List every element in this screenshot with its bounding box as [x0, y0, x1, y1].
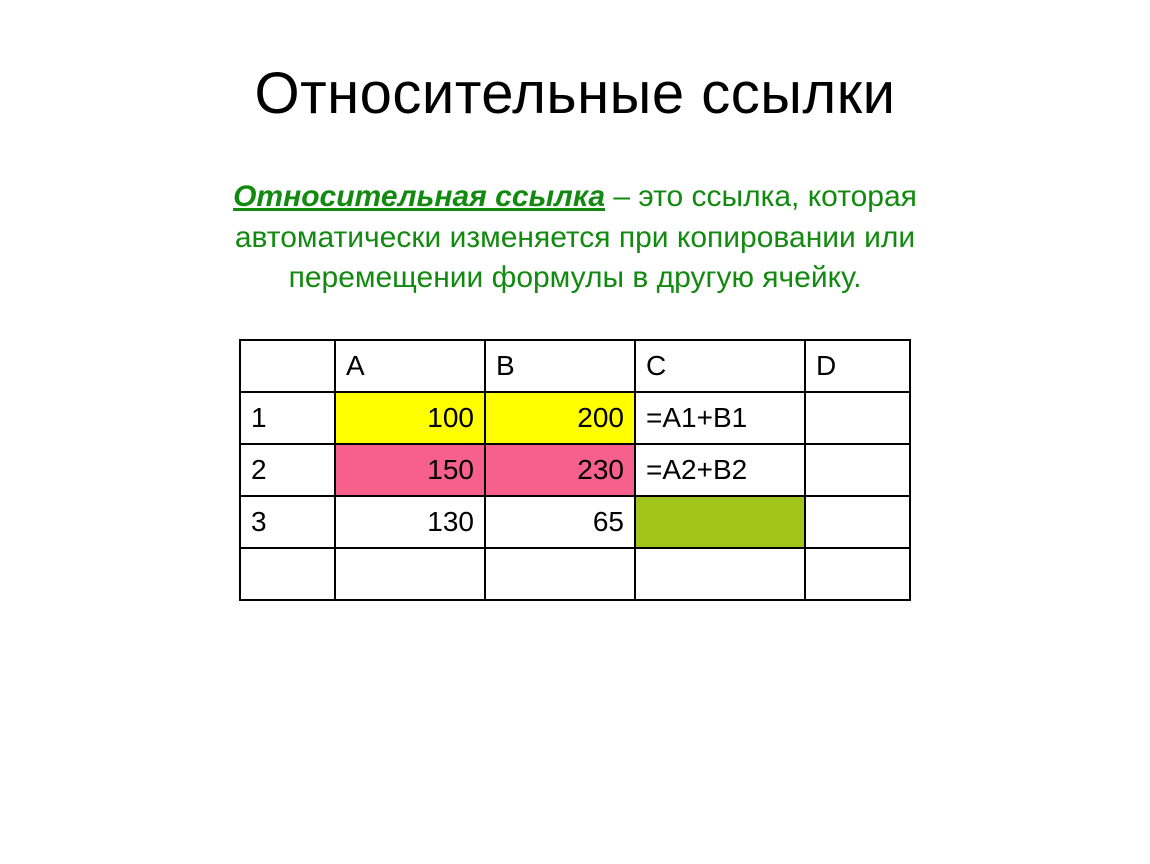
cell-b4	[485, 548, 635, 600]
cell-a4	[335, 548, 485, 600]
cell-a3: 130	[335, 496, 485, 548]
definition-term: Относительная ссылка	[233, 180, 605, 213]
table-row	[240, 548, 910, 600]
cell-c2: =A2+B2	[635, 444, 805, 496]
table-row: 3 130 65	[240, 496, 910, 548]
cell-d1	[805, 392, 910, 444]
column-header-d: D	[805, 340, 910, 392]
row-label-4	[240, 548, 335, 600]
cell-c4	[635, 548, 805, 600]
spreadsheet-table: A B C D 1 100 200 =A1+B1 2 150 230 =A2+B…	[239, 339, 911, 601]
column-header-c: C	[635, 340, 805, 392]
cell-c1: =A1+B1	[635, 392, 805, 444]
table-row: 2 150 230 =A2+B2	[240, 444, 910, 496]
column-header-a: A	[335, 340, 485, 392]
cell-b3: 65	[485, 496, 635, 548]
definition-paragraph: Относительная ссылка – это ссылка, котор…	[195, 177, 955, 299]
cell-c3	[635, 496, 805, 548]
page-title: Относительные ссылки	[0, 60, 1150, 127]
cell-b2: 230	[485, 444, 635, 496]
cell-d3	[805, 496, 910, 548]
cell-a2: 150	[335, 444, 485, 496]
cell-b1: 200	[485, 392, 635, 444]
header-corner	[240, 340, 335, 392]
row-label-3: 3	[240, 496, 335, 548]
slide: Относительные ссылки Относительная ссылк…	[0, 0, 1150, 864]
cell-d2	[805, 444, 910, 496]
column-header-b: B	[485, 340, 635, 392]
table-header-row: A B C D	[240, 340, 910, 392]
cell-a1: 100	[335, 392, 485, 444]
cell-d4	[805, 548, 910, 600]
row-label-1: 1	[240, 392, 335, 444]
row-label-2: 2	[240, 444, 335, 496]
table-row: 1 100 200 =A1+B1	[240, 392, 910, 444]
